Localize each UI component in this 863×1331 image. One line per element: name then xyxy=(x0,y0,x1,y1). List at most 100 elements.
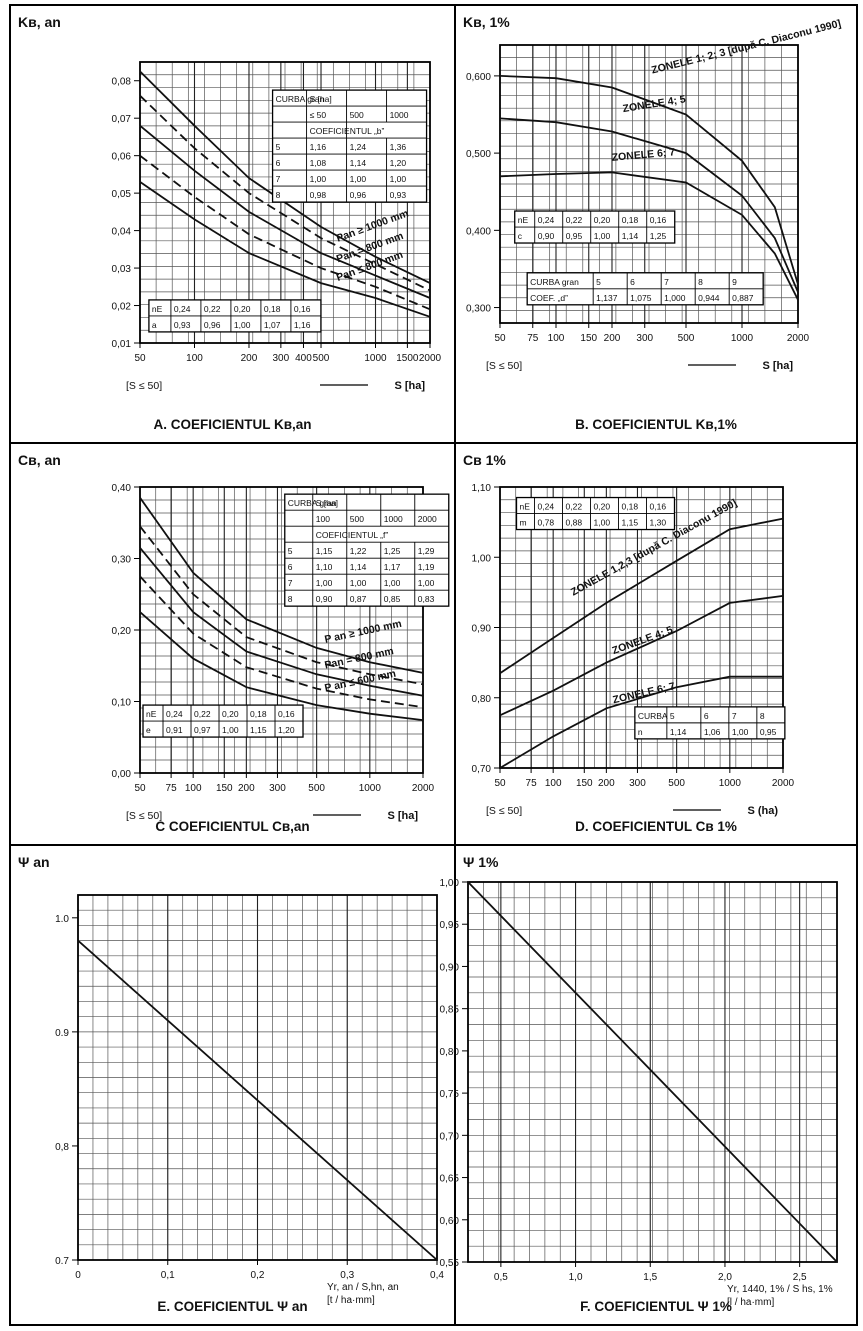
panel-caption: C COEFICIENTUL Cв,an xyxy=(155,819,309,834)
x-tick-label: 1,5 xyxy=(643,1272,657,1283)
y-tick-label: 0,20 xyxy=(112,626,132,637)
x-tick-label: 50 xyxy=(494,333,506,344)
panel-f: 0,5 1,0 1,5 2,0 2,5 0,55 0,60 0,65 0,70 0,75 0,80 0… xyxy=(440,854,838,1314)
table-cell: 7 xyxy=(732,711,737,721)
table-cell: 1,00 xyxy=(234,320,251,330)
table-cell: 8 xyxy=(760,711,765,721)
y-tick-label: 0,02 xyxy=(112,302,132,313)
curve-2 xyxy=(139,95,431,292)
table-cell: 1000 xyxy=(384,514,403,524)
table-cell: 0,96 xyxy=(204,320,221,330)
table-cell: 1,25 xyxy=(384,546,401,556)
table-cell: 1,20 xyxy=(278,725,295,735)
table-cell: 0,85 xyxy=(384,594,401,604)
coefficient-table: CURBA gran 5 6 7 8 9 COEF. „d” 1,137 1,075 1,000 0… xyxy=(526,272,764,306)
table-cell: CURBA gran xyxy=(288,498,337,508)
table-cell: CURBA gran xyxy=(530,277,579,287)
x-tick-label: 0,2 xyxy=(251,1270,265,1281)
table-cell: m xyxy=(520,518,527,528)
curve-annotation: P an ≥ 1000 mm xyxy=(323,618,402,646)
table-cell: 1,00 xyxy=(732,727,749,737)
table-cell: 0,90 xyxy=(538,231,555,241)
table-cell: 0,87 xyxy=(350,594,367,604)
table-cell: 1,17 xyxy=(384,562,401,572)
table-cell: 0,18 xyxy=(622,215,639,225)
panel-caption: A. COEFICIENTUL Kв,an xyxy=(153,417,311,432)
y-axis-label: Kв, an xyxy=(18,14,61,30)
panel-c: 50 75 100 150 200 300 500 1000 20000,000,100,200… xyxy=(18,452,450,834)
x-axis-label: Yr, 1440, 1% / S hs, 1% xyxy=(727,1284,833,1295)
table-cell: CURBA gran xyxy=(276,94,325,104)
table-cell: 0,98 xyxy=(310,190,327,200)
y-axis-label: Ψ 1% xyxy=(463,854,499,870)
table-cell: 0,22 xyxy=(194,709,211,719)
table-cell: 1000 xyxy=(390,110,409,120)
y-tick-label: 0,80 xyxy=(440,1047,460,1058)
table-cell: 0,16 xyxy=(294,304,311,314)
x-tick-label: 200 xyxy=(241,353,258,364)
table-cell: 0,20 xyxy=(594,502,611,512)
table-cell: 2000 xyxy=(418,514,437,524)
x-tick-label: 1000 xyxy=(731,333,754,344)
curve-3 xyxy=(499,171,799,301)
table-cell: 5 xyxy=(276,142,281,152)
table-cell: 1,00 xyxy=(390,174,407,184)
panel-b: 50 75 100 150 200 300 500 1000 20000,3000,4000,5… xyxy=(463,14,842,432)
x-axis-unit: [l / ha·mm] xyxy=(727,1297,774,1308)
table-cell: 0,18 xyxy=(264,304,281,314)
table-cell: nE xyxy=(520,502,531,512)
table-cell: ≤ 50 xyxy=(310,110,327,120)
table-cell: 1,16 xyxy=(310,142,327,152)
table-cell: nE xyxy=(152,304,163,314)
table-cell: 0,93 xyxy=(174,320,191,330)
x-axis-label: S [ha] xyxy=(394,380,425,392)
x-tick-label: 0,4 xyxy=(430,1270,444,1281)
x-axis-note: [S ≤ 50] xyxy=(486,805,522,817)
y-tick-label: 0,90 xyxy=(472,624,492,635)
table-cell: c xyxy=(518,231,523,241)
table-cell: 0,95 xyxy=(760,727,777,737)
table-cell: 1,19 xyxy=(418,562,435,572)
x-tick-label: 500 xyxy=(678,333,695,344)
y-tick-label: 0,08 xyxy=(112,77,132,88)
coefficient-table: nE 0,24 0,22 0,20 0,18 0,16 a 0,93 0,96 1,00 1,07 1… xyxy=(148,299,322,333)
y-tick-label: 0,60 xyxy=(440,1216,460,1227)
y-tick-label: 0,300 xyxy=(466,304,491,315)
plot-frame xyxy=(499,44,799,324)
table-cell: 9 xyxy=(732,277,737,287)
table-cell: 5 xyxy=(596,277,601,287)
table-cell: S [ha] xyxy=(316,498,338,508)
plot-frame xyxy=(467,881,838,1263)
x-tick-label: 75 xyxy=(166,783,178,794)
table-cell: 500 xyxy=(350,514,364,524)
table-cell: 1,07 xyxy=(264,320,281,330)
y-axis-label: Cв, an xyxy=(18,452,61,468)
x-tick-label: 200 xyxy=(598,778,615,789)
x-axis-label: S [ha] xyxy=(762,360,793,372)
curve-annotation: ZONELE 6; 7 xyxy=(611,146,676,164)
y-tick-label: 0,06 xyxy=(112,152,132,163)
x-tick-label: 50 xyxy=(134,783,146,794)
x-tick-label: 2000 xyxy=(772,778,795,789)
table-cell: n xyxy=(638,727,643,737)
table-cell: 1,14 xyxy=(670,727,687,737)
curve-2 xyxy=(139,525,424,686)
x-tick-label: 2,5 xyxy=(793,1272,807,1283)
table-cell: 0,22 xyxy=(566,502,583,512)
table-cell: 7 xyxy=(276,174,281,184)
panel-caption: E. COEFICIENTUL Ψ an xyxy=(157,1299,307,1314)
x-tick-label: 0,5 xyxy=(494,1272,508,1283)
curve-1 xyxy=(77,939,438,1261)
table-cell: 1,08 xyxy=(310,158,327,168)
table-cell: 1,00 xyxy=(222,725,239,735)
panel-caption: F. COEFICIENTUL Ψ 1% xyxy=(580,1299,732,1314)
table-cell: S [ha] xyxy=(310,94,332,104)
x-tick-label: 300 xyxy=(629,778,646,789)
table-cell: 0,95 xyxy=(566,231,583,241)
table-cell: 1,14 xyxy=(350,562,367,572)
table-cell: 0,24 xyxy=(538,215,555,225)
table-cell: COEFICIENTUL „b” xyxy=(310,126,385,136)
table-cell: 6 xyxy=(704,711,709,721)
coefficient-table: nE 0,24 0,22 0,20 0,18 0,16 c 0,90 0,95 1,00 1,14 1… xyxy=(514,210,676,244)
curve-5 xyxy=(139,611,424,721)
